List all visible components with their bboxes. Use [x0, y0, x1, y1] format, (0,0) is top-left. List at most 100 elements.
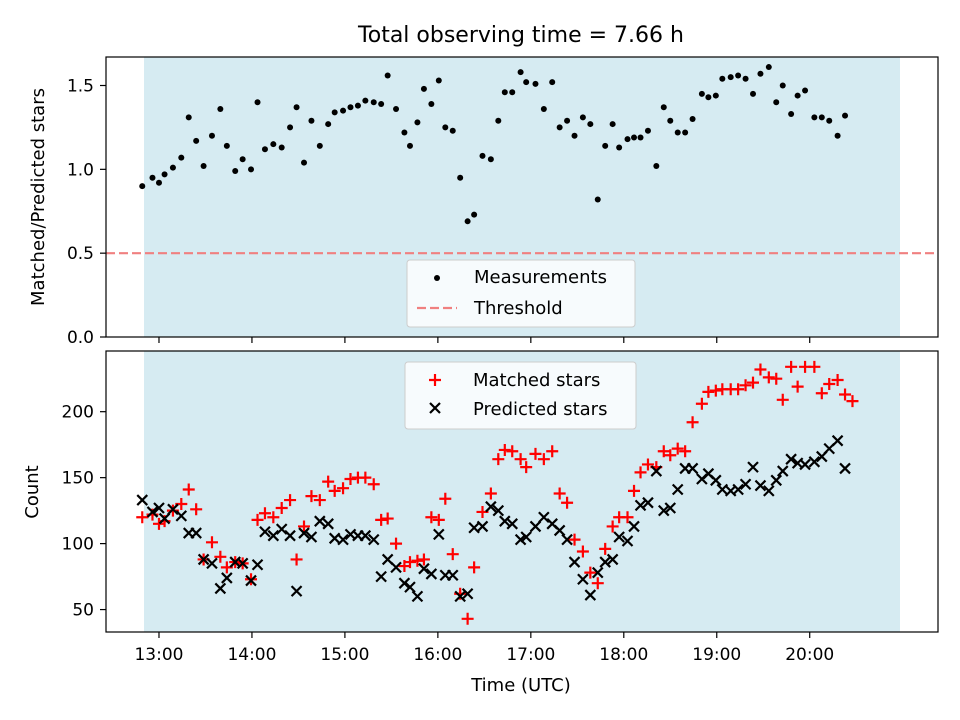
matched-star-point [732, 383, 745, 396]
predicted-star-point [251, 558, 264, 571]
legend-matched-label: Matched stars [473, 370, 600, 391]
predicted-star-point [454, 590, 466, 603]
predicted-star-point [628, 520, 640, 533]
legend-matched-marker [429, 374, 441, 386]
matched-star-point [529, 447, 542, 460]
x-tick-label: 13:00 [134, 645, 183, 665]
y-tick-label: 1.0 [67, 160, 94, 180]
x-tick-label: 18:00 [599, 645, 648, 665]
predicted-star-point [167, 503, 179, 516]
predicted-star-point [136, 494, 149, 506]
measurement-point [370, 99, 377, 106]
y-tick-label: 1.5 [67, 77, 94, 97]
y-tick-label: 0.5 [67, 244, 94, 264]
chart-title: Total observing time = 7.66 h [357, 23, 684, 48]
measurement-point [653, 162, 660, 169]
matched-star-point [432, 513, 445, 526]
predicted-star-point [175, 510, 188, 522]
matched-star-point [815, 387, 828, 400]
measurement-point [788, 111, 795, 118]
predicted-star-point [634, 499, 647, 512]
predicted-star-point [799, 458, 811, 471]
measurement-point [193, 137, 200, 144]
measurement-point [571, 132, 578, 139]
measurement-point [232, 168, 239, 175]
predicted-star-point [606, 553, 619, 566]
predicted-star-point [776, 465, 789, 477]
measurement-point [248, 166, 255, 173]
x-tick-label: 16:00 [413, 645, 462, 665]
measurement-point [549, 79, 556, 86]
matched-star-point [553, 487, 566, 500]
predicted-star-point [770, 474, 783, 487]
top-legend: Measurements Threshold [406, 259, 636, 328]
measurement-point [208, 132, 215, 139]
predicted-star-point [298, 527, 310, 539]
matched-star-point [695, 397, 708, 410]
predicted-star-point [461, 587, 474, 600]
x-tick-label: 19:00 [692, 645, 741, 665]
legend-measurements-marker [434, 275, 440, 281]
matched-star-point [839, 388, 852, 401]
measurement-point [340, 107, 347, 114]
predicted-star-point [221, 572, 233, 584]
measurement-point [495, 117, 502, 124]
matched-star-point [561, 496, 574, 509]
measurement-point [293, 104, 300, 111]
measurement-point [479, 152, 486, 159]
matched-star-point [584, 566, 597, 579]
matched-star-point [621, 511, 634, 524]
matched-star-point [664, 449, 677, 462]
x-tick-label: 20:00 [785, 645, 834, 665]
predicted-star-point [642, 496, 654, 509]
predicted-star-point [686, 462, 699, 475]
measurement-point [517, 69, 524, 76]
bottom-legend: Matched stars Predicted stars [404, 361, 637, 430]
predicted-star-point [197, 553, 210, 566]
predicted-star-point [785, 453, 797, 465]
top-x-ticks [158, 337, 811, 343]
measurement-point [464, 218, 471, 225]
measurement-point [501, 89, 508, 96]
predicted-star-point [485, 500, 497, 513]
matched-star-point [313, 494, 326, 507]
matched-star-point [275, 501, 288, 514]
measurement-point [594, 196, 601, 203]
predicted-star-point [367, 533, 380, 546]
predicted-star-point [506, 518, 519, 530]
measurement-point [139, 183, 146, 190]
measurement-point [223, 142, 230, 149]
predicted-star-point [446, 569, 459, 582]
predicted-star-point [591, 566, 604, 579]
measurement-point [471, 211, 478, 218]
matched-star-point [375, 513, 388, 526]
measurement-point [442, 124, 449, 131]
measurement-point [826, 117, 833, 124]
predicted-star-point [433, 528, 445, 541]
matched-star-point [591, 577, 604, 590]
predicted-star-point [284, 529, 296, 542]
predicted-star-point [599, 556, 611, 568]
measurement-point [325, 121, 332, 128]
measurement-point [401, 129, 408, 136]
matched-star-point [546, 445, 559, 458]
x-tick-label: 15:00 [320, 645, 369, 665]
matched-star-point [506, 445, 519, 458]
measurement-point [406, 142, 413, 149]
predicted-star-point [577, 573, 589, 586]
measurement-point [185, 114, 192, 121]
measurement-point [362, 97, 369, 104]
matched-star-point [258, 507, 271, 520]
measurement-point [556, 124, 563, 131]
measurement-point [735, 72, 742, 79]
measurement-point [540, 105, 547, 112]
predicted-star-point [476, 520, 489, 533]
predicted-star-point [267, 529, 280, 542]
predicted-star-point [538, 511, 550, 524]
matched-star-point [514, 453, 527, 466]
matched-star-point [686, 416, 699, 429]
bottom-y-axis-label: Count [22, 465, 43, 518]
measurement-point [719, 75, 726, 82]
matched-star-point [344, 472, 357, 485]
measurement-point [779, 82, 786, 89]
